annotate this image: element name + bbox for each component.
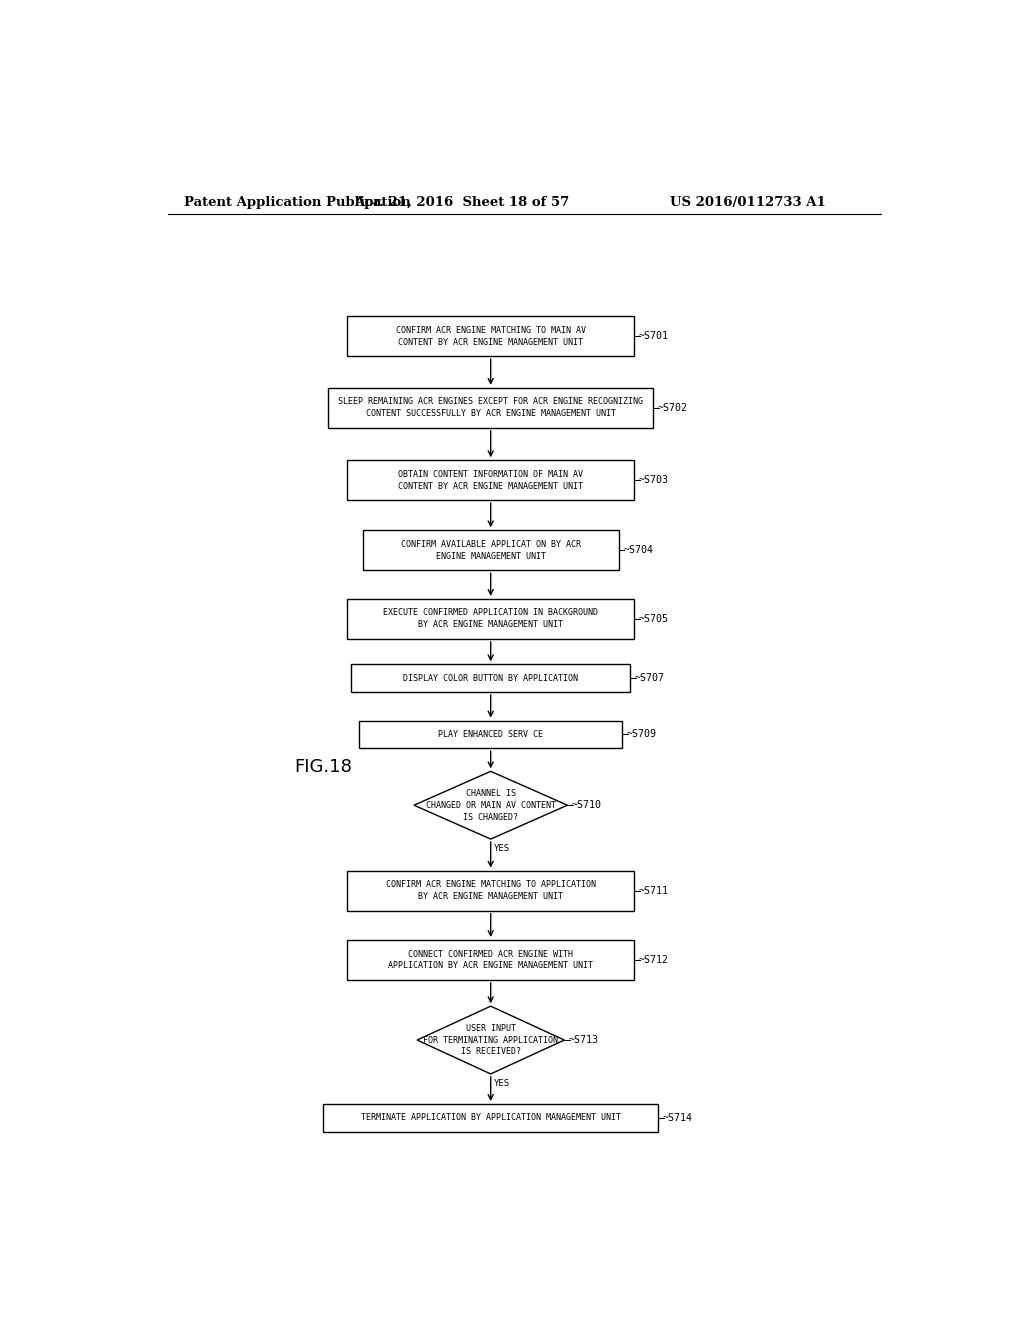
Bar xyxy=(347,599,634,639)
Text: ~S705: ~S705 xyxy=(639,614,669,624)
Polygon shape xyxy=(414,771,567,840)
Text: Patent Application Publication: Patent Application Publication xyxy=(183,195,411,209)
Text: CONFIRM ACR ENGINE MATCHING TO APPLICATION
BY ACR ENGINE MANAGEMENT UNIT: CONFIRM ACR ENGINE MATCHING TO APPLICATI… xyxy=(386,880,596,902)
Text: ~S709: ~S709 xyxy=(627,730,657,739)
Text: TERMINATE APPLICATION BY APPLICATION MANAGEMENT UNIT: TERMINATE APPLICATION BY APPLICATION MAN… xyxy=(360,1113,621,1122)
Polygon shape xyxy=(417,1006,564,1074)
Bar xyxy=(351,664,630,692)
Bar xyxy=(347,461,634,500)
Text: USER INPUT
FOR TERMINATING APPLICATION
IS RECEIVED?: USER INPUT FOR TERMINATING APPLICATION I… xyxy=(423,1024,558,1056)
Bar xyxy=(362,531,618,570)
Text: ~S711: ~S711 xyxy=(639,886,669,896)
Text: FIG.18: FIG.18 xyxy=(295,758,352,776)
Bar xyxy=(328,388,653,428)
Bar xyxy=(324,1104,658,1131)
Text: ~S713: ~S713 xyxy=(569,1035,599,1045)
Bar xyxy=(359,721,623,748)
Text: CONFIRM ACR ENGINE MATCHING TO MAIN AV
CONTENT BY ACR ENGINE MANAGEMENT UNIT: CONFIRM ACR ENGINE MATCHING TO MAIN AV C… xyxy=(395,326,586,347)
Text: Apr. 21, 2016  Sheet 18 of 57: Apr. 21, 2016 Sheet 18 of 57 xyxy=(353,195,569,209)
Text: PLAY ENHANCED SERV CE: PLAY ENHANCED SERV CE xyxy=(438,730,543,739)
Text: ~S712: ~S712 xyxy=(639,954,669,965)
Text: ~S714: ~S714 xyxy=(663,1113,693,1123)
Text: OBTAIN CONTENT INFORMATION OF MAIN AV
CONTENT BY ACR ENGINE MANAGEMENT UNIT: OBTAIN CONTENT INFORMATION OF MAIN AV CO… xyxy=(398,470,584,491)
Text: ~S701: ~S701 xyxy=(639,331,669,342)
Text: YES: YES xyxy=(494,1078,510,1088)
Bar xyxy=(347,940,634,979)
Bar xyxy=(347,317,634,356)
Text: CHANNEL IS
CHANGED OR MAIN AV CONTENT
IS CHANGED?: CHANNEL IS CHANGED OR MAIN AV CONTENT IS… xyxy=(426,789,556,821)
Text: ~S710: ~S710 xyxy=(572,800,602,810)
Text: ~S702: ~S702 xyxy=(658,403,688,413)
Text: ~S707: ~S707 xyxy=(635,673,665,684)
Text: ~S704: ~S704 xyxy=(624,545,653,556)
Text: YES: YES xyxy=(494,843,510,853)
Text: DISPLAY COLOR BUTTON BY APPLICATION: DISPLAY COLOR BUTTON BY APPLICATION xyxy=(403,673,579,682)
Text: US 2016/0112733 A1: US 2016/0112733 A1 xyxy=(671,195,826,209)
Text: ~S703: ~S703 xyxy=(639,475,669,486)
Text: EXECUTE CONFIRMED APPLICATION IN BACKGROUND
BY ACR ENGINE MANAGEMENT UNIT: EXECUTE CONFIRMED APPLICATION IN BACKGRO… xyxy=(383,609,598,630)
Text: CONFIRM AVAILABLE APPLICAT ON BY ACR
ENGINE MANAGEMENT UNIT: CONFIRM AVAILABLE APPLICAT ON BY ACR ENG… xyxy=(400,540,581,561)
Bar xyxy=(347,871,634,911)
Text: SLEEP REMAINING ACR ENGINES EXCEPT FOR ACR ENGINE RECOGNIZING
CONTENT SUCCESSFUL: SLEEP REMAINING ACR ENGINES EXCEPT FOR A… xyxy=(338,397,643,418)
Text: CONNECT CONFIRMED ACR ENGINE WITH
APPLICATION BY ACR ENGINE MANAGEMENT UNIT: CONNECT CONFIRMED ACR ENGINE WITH APPLIC… xyxy=(388,949,593,970)
